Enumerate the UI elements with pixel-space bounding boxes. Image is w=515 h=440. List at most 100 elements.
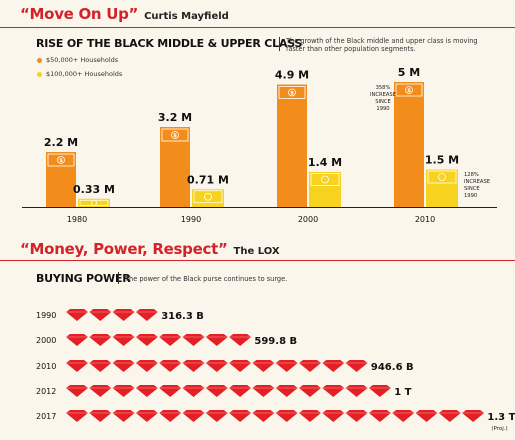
x-tick-2010: 2010 bbox=[415, 215, 435, 224]
legend-item-0: $50,000+ Households bbox=[37, 56, 118, 64]
diamond-icon bbox=[229, 334, 252, 346]
bar-label-50k-1980: 2.2 M bbox=[44, 136, 78, 149]
legend-label-1: $100,000+ Households bbox=[46, 70, 123, 78]
diamond-icon bbox=[89, 410, 112, 422]
diamond-icon bbox=[66, 334, 88, 346]
bar-label-100k-1990: 0.71 M bbox=[187, 173, 229, 186]
song-title-2: “Money, Power, Respect” The LOX bbox=[20, 239, 280, 258]
diamond-icon bbox=[205, 410, 228, 422]
chart1-subtitle: The growth of the Black middle and upper… bbox=[286, 37, 478, 53]
diamond-icon bbox=[112, 360, 135, 372]
diamond-icon bbox=[89, 385, 112, 397]
bar-100k-2010 bbox=[426, 169, 458, 207]
diamond-icon bbox=[322, 410, 345, 422]
diamond-icon bbox=[205, 334, 228, 346]
diamond-icon bbox=[159, 410, 182, 422]
diamond-icon bbox=[66, 360, 88, 372]
diamond-icon bbox=[182, 385, 205, 397]
diamond-icon bbox=[299, 410, 321, 422]
diamond-icon bbox=[229, 385, 252, 397]
diamond-icon bbox=[66, 410, 88, 422]
diamond-icon bbox=[345, 385, 368, 397]
row-year-2000: 2000 bbox=[36, 336, 56, 345]
bar-100k-1980 bbox=[78, 198, 110, 207]
bar-label-100k-1980: 0.33 M bbox=[73, 183, 115, 196]
diamond-icon bbox=[182, 410, 205, 422]
row-value-2017: 1.3 T bbox=[487, 412, 515, 423]
svg-text:$: $ bbox=[59, 158, 63, 164]
diamond-icon bbox=[205, 360, 228, 372]
banknote-icon: $ bbox=[47, 153, 75, 167]
x-tick-1980: 1980 bbox=[67, 215, 87, 224]
song-artist-2: The LOX bbox=[233, 246, 280, 257]
diamond-icon bbox=[275, 360, 298, 372]
banknote-icon bbox=[193, 190, 223, 204]
bar-50k-1980 bbox=[46, 152, 76, 207]
row-note-2017: (Proj.) bbox=[491, 426, 507, 432]
bar-label-50k-2010: 5 M bbox=[398, 66, 420, 79]
chart1-title: RISE OF THE BLACK MIDDLE & UPPER CLASS bbox=[36, 37, 303, 50]
diamond-icon bbox=[462, 410, 485, 422]
svg-text:$: $ bbox=[290, 91, 294, 97]
legend-dot-1 bbox=[37, 71, 42, 77]
diamond-icon bbox=[322, 385, 345, 397]
song-artist-1: Curtis Mayfield bbox=[144, 11, 229, 22]
diamond-icon bbox=[252, 360, 275, 372]
diamond-icon bbox=[112, 309, 135, 321]
banknote-icon bbox=[310, 173, 340, 186]
diamond-icon bbox=[252, 410, 275, 422]
diamond-icon bbox=[135, 385, 158, 397]
legend-dot-0 bbox=[37, 57, 42, 63]
legend-item-1: $100,000+ Households bbox=[37, 70, 122, 78]
diamond-icon bbox=[159, 334, 182, 346]
legend-label-0: $50,000+ Households bbox=[46, 56, 119, 64]
diamond-icon bbox=[159, 385, 182, 397]
diamond-icon bbox=[89, 309, 112, 321]
diamond-icon bbox=[368, 385, 391, 397]
banknote-icon: $ bbox=[278, 86, 306, 99]
bar-label-100k-2010: 1.5 M bbox=[425, 154, 459, 167]
header-rule-1 bbox=[0, 27, 515, 28]
diamond-icon bbox=[182, 360, 205, 372]
row-value-2000: 599.8 B bbox=[254, 336, 297, 347]
diamond-icon bbox=[66, 309, 88, 321]
diamond-icon bbox=[438, 410, 461, 422]
diamond-icon bbox=[205, 385, 228, 397]
row-year-2012: 2012 bbox=[36, 387, 56, 396]
x-tick-2000: 2000 bbox=[298, 215, 318, 224]
diamond-icon bbox=[252, 385, 275, 397]
diamond-icon bbox=[112, 385, 135, 397]
row-year-2010: 2010 bbox=[36, 362, 56, 371]
banknote-icon bbox=[427, 170, 457, 184]
households-bar-chart: $2.2 M 0.33 M 1980 $3.2 M 0.71 M 1990 $4.9 M 1.… bbox=[22, 66, 497, 224]
song-quote-1: “Move On Up” bbox=[20, 5, 139, 23]
banknote-icon: $ bbox=[395, 83, 423, 97]
bar-label-100k-2000: 1.4 M bbox=[308, 156, 342, 169]
diamond-icon bbox=[89, 360, 112, 372]
header-rule-2 bbox=[0, 260, 515, 261]
row-value-2010: 946.6 B bbox=[371, 362, 414, 373]
diamond-icon bbox=[112, 334, 135, 346]
diamond-icon bbox=[135, 309, 158, 321]
bar-50k-2000 bbox=[277, 84, 307, 207]
song-title-1: “Move On Up” Curtis Mayfield bbox=[20, 4, 229, 23]
diamond-icon bbox=[89, 334, 112, 346]
diamond-icon bbox=[322, 360, 345, 372]
row-value-1990: 316.3 B bbox=[161, 311, 204, 322]
annotation-orange-2010: 358% INCREASE SINCE 1990 bbox=[370, 85, 396, 112]
diamond-icon bbox=[135, 360, 158, 372]
diamond-icon bbox=[275, 385, 298, 397]
diamond-icon bbox=[135, 334, 158, 346]
diamond-icon bbox=[182, 334, 205, 346]
row-value-2012: 1 T bbox=[394, 387, 411, 398]
bar-label-50k-1990: 3.2 M bbox=[158, 111, 192, 124]
diamond-icon bbox=[66, 385, 88, 397]
diamond-icon bbox=[345, 360, 368, 372]
diamond-icon bbox=[345, 410, 368, 422]
row-year-1990: 1990 bbox=[36, 311, 56, 320]
svg-text:$: $ bbox=[173, 133, 177, 139]
diamond-icon bbox=[299, 360, 321, 372]
chart2-title: BUYING POWER bbox=[36, 272, 131, 285]
song-quote-2: “Money, Power, Respect” bbox=[20, 240, 228, 258]
diamond-icon bbox=[112, 410, 135, 422]
